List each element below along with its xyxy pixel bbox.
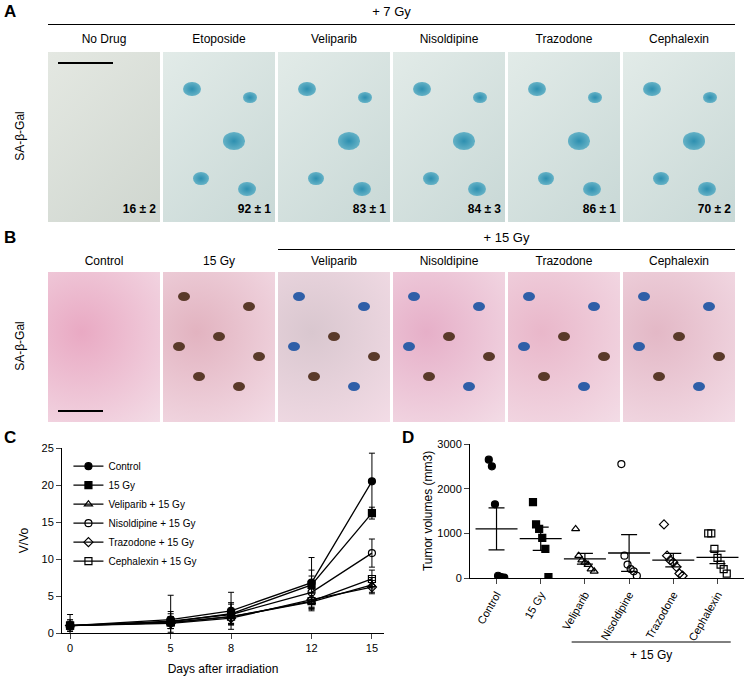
svg-text:Nisoldipine: Nisoldipine	[598, 589, 635, 642]
html-text:Cephalexin: Cephalexin	[649, 254, 709, 268]
html-text:A: A	[4, 2, 17, 21]
html-text:Cephalexin: Cephalexin	[649, 32, 709, 46]
svg-text:3000: 3000	[437, 438, 461, 450]
svg-text:Days after irradiation: Days after irradiation	[168, 662, 279, 676]
svg-text:Trazodone: Trazodone	[643, 589, 679, 640]
html-text:Control: Control	[84, 254, 124, 268]
svg-text:10: 10	[42, 553, 54, 565]
svg-text:Control: Control	[475, 589, 503, 626]
html-text:86 ± 1: 86 ± 1	[582, 202, 616, 216]
html-text:Trazodone: Trazodone	[535, 32, 593, 46]
svg-text:1000: 1000	[437, 527, 461, 539]
svg-text:5: 5	[168, 642, 174, 654]
html-text:Trazodone: Trazodone	[535, 254, 593, 268]
svg-text:2000: 2000	[437, 483, 461, 495]
svg-text:Tumor volumes (mm3): Tumor volumes (mm3)	[421, 451, 435, 571]
html-text:D: D	[402, 428, 415, 447]
svg-text:Cephalexin + 15 Gy: Cephalexin + 15 Gy	[108, 556, 196, 567]
svg-text:20: 20	[42, 479, 54, 491]
svg-text:Cephalexin: Cephalexin	[686, 589, 724, 643]
html-text:C: C	[4, 428, 17, 447]
svg-text:0: 0	[456, 572, 462, 584]
svg-text:V/Vo: V/Vo	[17, 528, 31, 554]
svg-text:Trazodone + 15 Gy: Trazodone + 15 Gy	[108, 537, 194, 548]
svg-text:0: 0	[67, 642, 73, 654]
html-text:83 ± 1: 83 ± 1	[352, 202, 386, 216]
html-text:92 ± 1: 92 ± 1	[237, 202, 271, 216]
svg-text:25: 25	[42, 442, 54, 454]
html-text:Veliparib: Veliparib	[311, 32, 357, 46]
html-text:Nisoldipine: Nisoldipine	[419, 254, 479, 268]
svg-text:5: 5	[48, 590, 54, 602]
html-text:16 ± 2: 16 ± 2	[122, 202, 156, 216]
svg-text:12: 12	[305, 642, 317, 654]
html-text:15 Gy: 15 Gy	[203, 254, 235, 268]
svg-text:8: 8	[228, 642, 234, 654]
html-text:70 ± 2: 70 ± 2	[697, 202, 731, 216]
svg-text:15: 15	[366, 642, 378, 654]
html-text:No Drug: No Drug	[81, 32, 127, 46]
svg-text:+ 15 Gy: + 15 Gy	[630, 648, 672, 662]
html-text:Etoposide: Etoposide	[192, 32, 246, 46]
html-text:+ 7 Gy: + 7 Gy	[372, 4, 411, 19]
svg-text:15 Gy: 15 Gy	[522, 589, 547, 621]
svg-text:Nisoldipine + 15 Gy: Nisoldipine + 15 Gy	[108, 518, 195, 529]
svg-text:15: 15	[42, 516, 54, 528]
html-text:SA-β-Gal: SA-β-Gal	[13, 321, 27, 371]
html-text:84 ± 3: 84 ± 3	[467, 202, 501, 216]
html-text:Veliparib: Veliparib	[311, 254, 357, 268]
svg-text:Veliparib: Veliparib	[560, 589, 591, 632]
svg-text:15 Gy: 15 Gy	[108, 480, 135, 491]
html-text:B: B	[4, 228, 17, 247]
svg-text:Veliparib + 15 Gy: Veliparib + 15 Gy	[108, 499, 184, 510]
html-text:Nisoldipine: Nisoldipine	[419, 32, 479, 46]
html-text:SA-β-Gal: SA-β-Gal	[13, 111, 27, 161]
svg-text:Control: Control	[108, 461, 140, 472]
svg-text:0: 0	[48, 627, 54, 639]
html-text:+ 15 Gy: + 15 Gy	[483, 230, 530, 245]
